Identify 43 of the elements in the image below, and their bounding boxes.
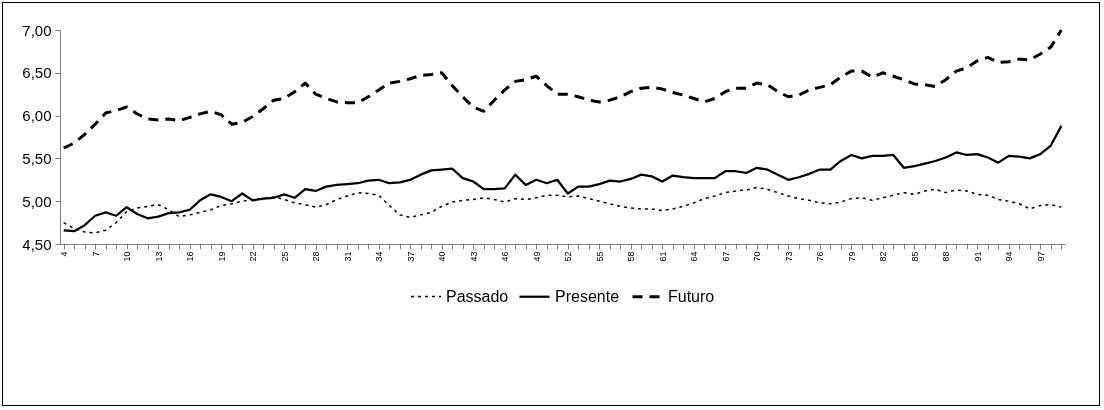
x-tick-label: 19 — [216, 251, 227, 262]
line-series — [62, 28, 1063, 150]
y-tick-label: 6,00 — [22, 107, 52, 125]
y-tick-label: 5,00 — [22, 192, 52, 210]
x-tick-label: 46 — [500, 251, 511, 262]
x-tick-label: 85 — [909, 251, 920, 262]
y-tick-label: 7,00 — [22, 21, 52, 39]
x-tick-label: 4 — [59, 251, 70, 257]
x-tick-label: 7 — [90, 251, 101, 257]
x-tick-label: 43 — [468, 251, 479, 262]
x-tick-label: 91 — [972, 251, 983, 262]
line-series — [62, 124, 1063, 233]
y-tick-label: 6,50 — [22, 64, 52, 82]
legend-label: Futuro — [668, 287, 715, 305]
x-tick-label: 34 — [374, 251, 385, 262]
x-tick-label: 25 — [279, 251, 290, 262]
x-tick-label: 10 — [122, 251, 133, 262]
x-tick-label: 82 — [878, 251, 889, 262]
x-tick-label: 55 — [594, 251, 605, 262]
x-tick-label: 52 — [563, 251, 574, 262]
x-tick-label: 64 — [689, 251, 700, 262]
x-tick-label: 40 — [437, 251, 448, 262]
x-tick-label: 70 — [752, 251, 763, 262]
legend-label: Presente — [555, 287, 620, 305]
x-tick-label: 67 — [720, 251, 731, 262]
x-tick-label: 31 — [342, 251, 353, 262]
x-tick-label: 22 — [248, 251, 259, 262]
x-tick-label: 16 — [185, 251, 196, 262]
x-tick-label: 79 — [846, 251, 857, 262]
x-tick-label: 76 — [815, 251, 826, 262]
x-tick-label: 28 — [311, 251, 322, 262]
x-tick-label: 94 — [1004, 251, 1015, 262]
y-tick-label: 5,50 — [22, 149, 52, 167]
x-tick-label: 58 — [626, 251, 637, 262]
x-tick-label: 97 — [1035, 251, 1046, 262]
y-tick-label: 4,50 — [22, 235, 52, 253]
x-tick-label: 61 — [657, 251, 668, 262]
legend-label: Passado — [446, 287, 509, 305]
x-tick-label: 73 — [783, 251, 794, 262]
x-tick-label: 88 — [941, 251, 952, 262]
x-tick-label: 49 — [531, 251, 542, 262]
x-tick-label: 13 — [153, 251, 164, 262]
x-tick-label: 37 — [405, 251, 416, 262]
